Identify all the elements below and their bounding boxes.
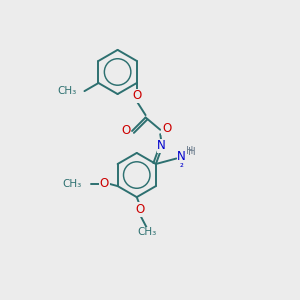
Text: O: O [162,122,171,135]
Text: N: N [177,151,186,164]
Text: CH₃: CH₃ [138,227,157,237]
Text: O: O [132,89,141,103]
Text: N: N [157,139,166,152]
Text: O: O [121,124,130,137]
Text: CH₃: CH₃ [62,179,82,189]
Text: H: H [186,146,194,156]
Text: O: O [100,177,109,190]
Text: ₂: ₂ [180,159,184,169]
Text: H: H [188,147,196,157]
Text: O: O [136,203,145,216]
Text: CH₃: CH₃ [57,86,76,96]
Text: N: N [177,150,186,163]
